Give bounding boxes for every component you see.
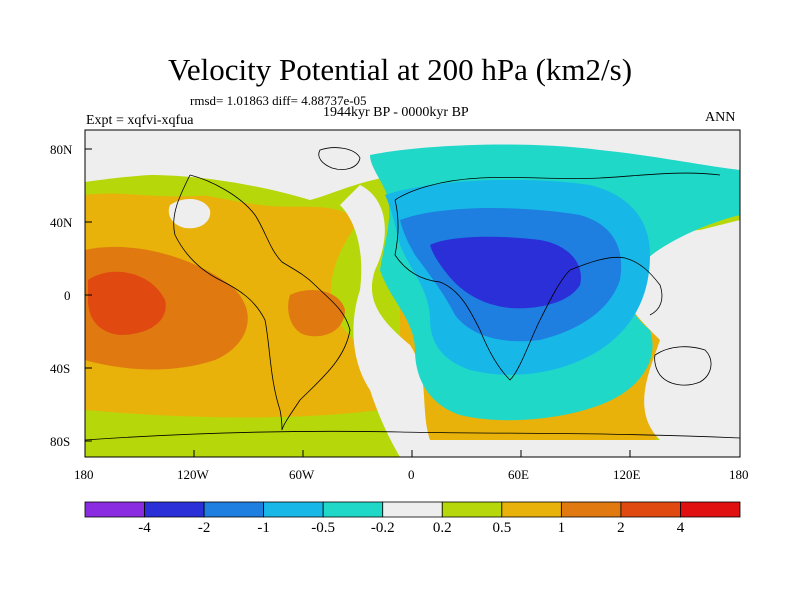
experiment-label: Expt = xqfvi-xqfua [86, 113, 194, 128]
colorbar-label: -0.2 [370, 520, 395, 536]
lat-label-40n: 40N [50, 215, 73, 230]
lat-label-80s: 80S [50, 434, 71, 449]
lon-label-180w: 180 [74, 467, 94, 482]
axis-ticks [84, 148, 741, 457]
colorbar-swatch [84, 501, 145, 518]
chart-title: Velocity Potential at 200 hPa (km2/s) [167, 52, 633, 87]
lon-label-0: 0 [408, 467, 415, 482]
colorbar-label: 1 [557, 520, 566, 536]
colorbar-swatch [680, 501, 741, 518]
lat-label-40s: 40S [50, 361, 71, 376]
lat-label-80n: 80N [50, 142, 73, 157]
colorbar-label: 2 [617, 520, 625, 536]
coast-americas-east [189, 174, 351, 431]
coast-antarctica [85, 430, 740, 441]
coast-africa [394, 199, 571, 381]
lon-label-120e: 120E [613, 467, 641, 482]
colorbar-label: -0.5 [311, 520, 336, 536]
colorbar-label: 4 [676, 520, 685, 536]
colorbar-label: -2 [197, 520, 211, 536]
lon-label-60w: 60W [289, 467, 315, 482]
coast-australia [654, 346, 712, 386]
stats-text: rmsd= 1.01863 diff= 4.88737e-05 [190, 93, 367, 108]
colorbar-label: 0.2 [432, 520, 452, 536]
contour-field [85, 130, 740, 457]
colorbar-label: -1 [257, 520, 270, 536]
field-red-pacific [88, 271, 166, 335]
period-label: 1944kyr BP - 0000kyr BP [323, 105, 469, 120]
lat-label-0: 0 [64, 288, 71, 303]
field-green-south [85, 410, 400, 457]
colorbar-swatch [560, 501, 622, 518]
coast-greenland [318, 147, 361, 170]
colorbar-swatch [620, 501, 681, 518]
field-orange-atlantic [288, 290, 345, 337]
lon-label-120w: 120W [177, 467, 209, 482]
colorbar-swatch [263, 501, 324, 518]
colorbar [84, 501, 741, 518]
season-label: ANN [705, 110, 736, 125]
lon-label-180e: 180 [729, 467, 749, 482]
colorbar-swatch [441, 501, 503, 518]
colorbar-label: 0.5 [492, 520, 512, 536]
colorbar-label: -4 [138, 520, 151, 536]
colorbar-swatch [203, 501, 265, 518]
colorbar-swatch [322, 501, 384, 518]
coast-south-asia [569, 256, 663, 316]
colorbar-swatch [501, 501, 562, 518]
lon-label-60e: 60E [508, 467, 529, 482]
colorbar-swatch [382, 501, 443, 518]
field-darkblue-core [430, 236, 581, 309]
field-neutral-band [340, 185, 740, 457]
coast-americas-west [173, 174, 283, 431]
colorbar-swatch [144, 501, 205, 518]
coast-eurasia-north [394, 172, 721, 201]
field-neutral-patch [168, 198, 211, 229]
coastlines [85, 147, 740, 441]
